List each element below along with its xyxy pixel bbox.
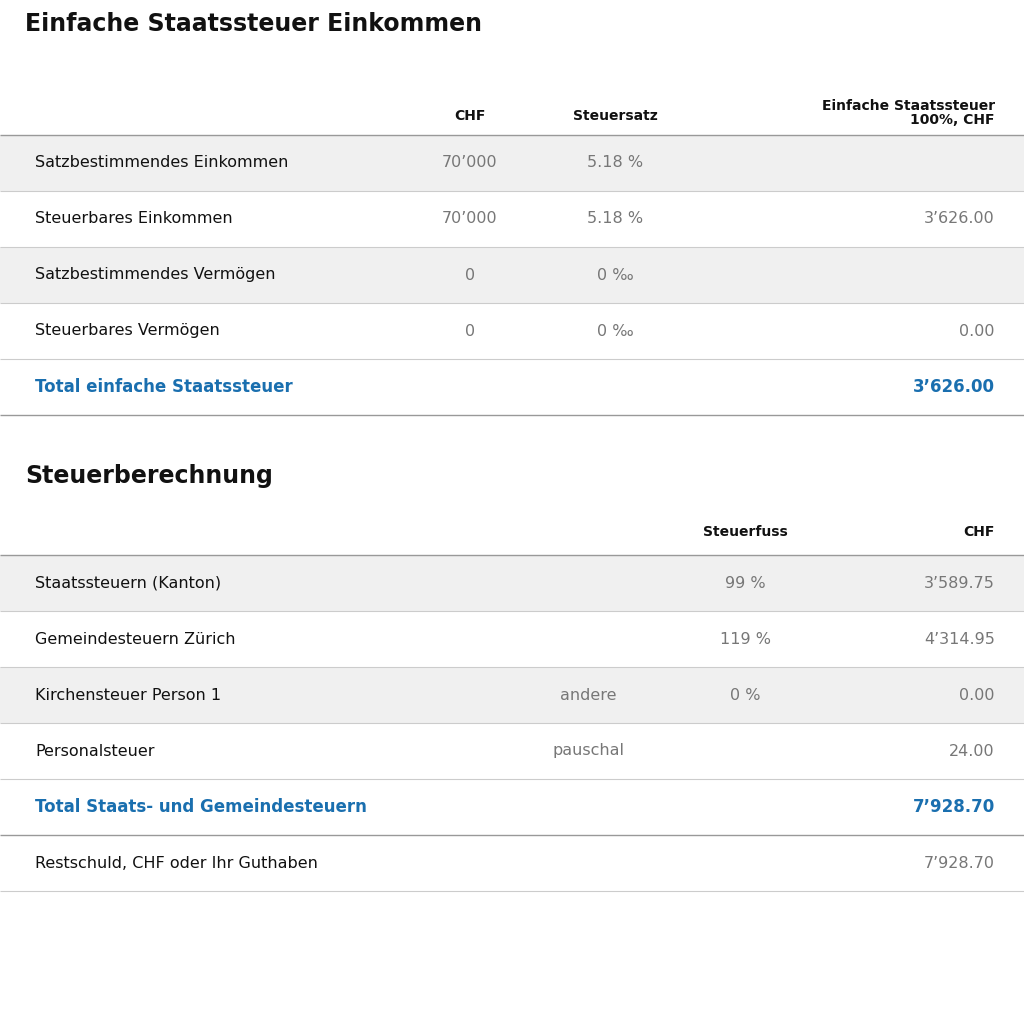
Text: 0 %: 0 %	[730, 687, 760, 702]
Text: 100%, CHF: 100%, CHF	[910, 113, 995, 127]
Text: Kirchensteuer Person 1: Kirchensteuer Person 1	[35, 687, 221, 702]
Text: 99 %: 99 %	[725, 576, 765, 590]
Text: 7’928.70: 7’928.70	[912, 798, 995, 816]
Text: CHF: CHF	[964, 526, 995, 539]
Bar	[0, 510, 1024, 555]
Text: pauschal: pauschal	[552, 743, 624, 759]
Text: Staatssteuern (Kanton): Staatssteuern (Kanton)	[35, 576, 221, 590]
Text: 5.18 %: 5.18 %	[587, 211, 643, 227]
Bar	[0, 135, 1024, 191]
Text: 3’589.75: 3’589.75	[924, 576, 995, 590]
Bar	[0, 191, 1024, 247]
Text: Steuerberechnung: Steuerberechnung	[25, 464, 272, 488]
Text: 0.00: 0.00	[959, 324, 995, 339]
Text: Steuerfuss: Steuerfuss	[702, 526, 787, 539]
Text: 70’000: 70’000	[442, 211, 498, 227]
Text: 70’000: 70’000	[442, 155, 498, 171]
Text: Satzbestimmendes Einkommen: Satzbestimmendes Einkommen	[35, 155, 289, 171]
Text: Steuerbares Vermögen: Steuerbares Vermögen	[35, 324, 220, 339]
Text: Restschuld, CHF oder Ihr Guthaben: Restschuld, CHF oder Ihr Guthaben	[35, 856, 317, 871]
Text: Total Staats- und Gemeindesteuern: Total Staats- und Gemeindesteuern	[35, 798, 367, 816]
Text: 24.00: 24.00	[949, 743, 995, 759]
Bar	[0, 65, 1024, 135]
Text: Personalsteuer: Personalsteuer	[35, 743, 155, 759]
Text: CHF: CHF	[455, 109, 485, 123]
Bar	[0, 611, 1024, 667]
Bar	[0, 359, 1024, 415]
Text: 119 %: 119 %	[720, 632, 770, 646]
Text: Steuerbares Einkommen: Steuerbares Einkommen	[35, 211, 232, 227]
Bar	[0, 303, 1024, 359]
Bar	[0, 723, 1024, 779]
Bar	[0, 779, 1024, 835]
Text: andere: andere	[560, 687, 616, 702]
Text: Gemeindesteuern Zürich: Gemeindesteuern Zürich	[35, 632, 236, 646]
Bar	[0, 555, 1024, 611]
Text: 4’314.95: 4’314.95	[924, 632, 995, 646]
Text: Total einfache Staatssteuer: Total einfache Staatssteuer	[35, 378, 293, 396]
Text: Satzbestimmendes Vermögen: Satzbestimmendes Vermögen	[35, 268, 275, 283]
Text: 0 ‰: 0 ‰	[597, 268, 634, 283]
Text: 3’626.00: 3’626.00	[913, 378, 995, 396]
Text: 7’928.70: 7’928.70	[924, 856, 995, 871]
Text: Steuersatz: Steuersatz	[572, 109, 657, 123]
Bar	[0, 667, 1024, 723]
Text: 5.18 %: 5.18 %	[587, 155, 643, 171]
Text: 0.00: 0.00	[959, 687, 995, 702]
Bar	[0, 247, 1024, 303]
Text: Einfache Staatssteuer: Einfache Staatssteuer	[822, 99, 995, 113]
Text: 3’626.00: 3’626.00	[925, 211, 995, 227]
Text: 0 ‰: 0 ‰	[597, 324, 634, 339]
Bar	[0, 835, 1024, 891]
Text: 0: 0	[465, 268, 475, 283]
Text: 0: 0	[465, 324, 475, 339]
Text: Einfache Staatssteuer Einkommen: Einfache Staatssteuer Einkommen	[25, 12, 482, 36]
